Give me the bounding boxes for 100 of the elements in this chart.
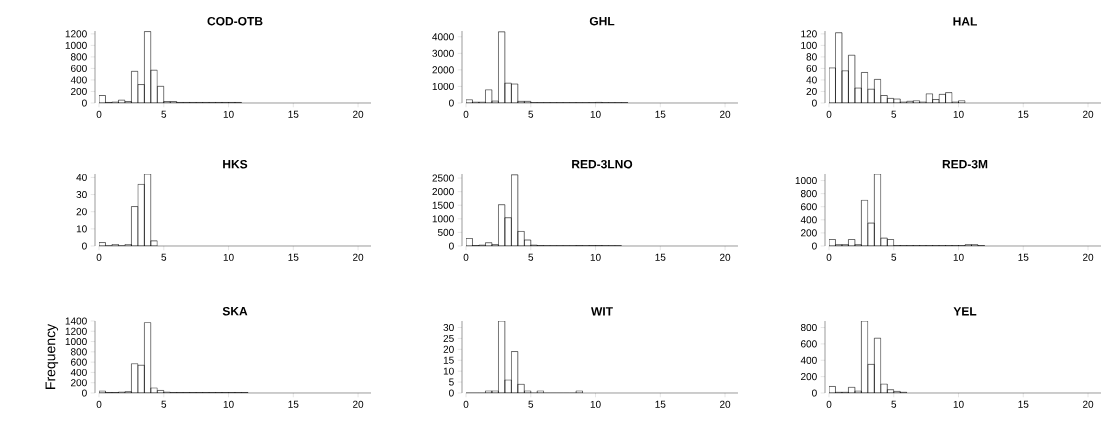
x-tick-label: 0 bbox=[463, 400, 469, 408]
y-tick-label: 80 bbox=[806, 53, 817, 61]
y-tick-label: 400 bbox=[70, 368, 87, 376]
y-tick-label: 1000 bbox=[432, 215, 454, 223]
y-tick-label: 800 bbox=[70, 53, 87, 61]
chart-title: GHL bbox=[589, 16, 615, 26]
y-tick-label: 1000 bbox=[65, 41, 87, 49]
chart-title: HKS bbox=[223, 159, 248, 169]
y-tick-label: 0 bbox=[812, 99, 817, 107]
y-tick-label: 800 bbox=[70, 348, 87, 356]
y-tick-label: 0 bbox=[449, 99, 454, 107]
y-tick-label: 60 bbox=[806, 64, 817, 72]
y-tick-label: 200 bbox=[71, 87, 87, 96]
x-tick-label: 0 bbox=[96, 110, 102, 118]
x-tick-label: 15 bbox=[1018, 400, 1029, 408]
x-tick-label: 0 bbox=[826, 110, 832, 118]
y-tick-label: 600 bbox=[71, 358, 87, 366]
y-tick-label: 30 bbox=[443, 324, 454, 332]
y-tick-label: 1500 bbox=[432, 201, 454, 209]
y-tick-label: 120 bbox=[801, 30, 817, 38]
x-tick-label: 0 bbox=[826, 253, 832, 261]
y-tick-label: 1200 bbox=[65, 327, 87, 335]
chart-title: WIT bbox=[591, 307, 613, 316]
y-tick-label: 0 bbox=[449, 242, 454, 250]
x-tick-label: 20 bbox=[1082, 400, 1094, 408]
x-tick-label: 20 bbox=[352, 253, 364, 261]
y-tick-label: 20 bbox=[76, 208, 87, 216]
x-tick-label: 20 bbox=[719, 253, 731, 261]
y-tick-label: 0 bbox=[812, 389, 817, 397]
x-tick-label: 15 bbox=[1018, 110, 1029, 118]
y-tick-label: 200 bbox=[801, 229, 817, 237]
x-tick-label: 15 bbox=[288, 253, 299, 261]
y-tick-label: 5 bbox=[449, 378, 454, 386]
x-tick-label: 0 bbox=[96, 253, 102, 261]
x-tick-label: 0 bbox=[96, 400, 102, 408]
y-tick-label: 1000 bbox=[795, 177, 817, 185]
y-tick-label: 1000 bbox=[65, 338, 87, 346]
y-tick-label: 0 bbox=[449, 389, 454, 397]
y-tick-label: 1000 bbox=[432, 82, 454, 90]
y-tick-label: 400 bbox=[70, 76, 87, 84]
y-tick-label: 800 bbox=[800, 324, 817, 332]
x-tick-label: 20 bbox=[1082, 110, 1094, 118]
x-tick-label: 10 bbox=[953, 110, 964, 118]
x-tick-label: 20 bbox=[352, 400, 364, 408]
x-tick-label: 5 bbox=[161, 400, 167, 408]
x-tick-label: 15 bbox=[655, 253, 666, 261]
chart-title: SKA bbox=[222, 306, 248, 316]
x-tick-label: 20 bbox=[1082, 253, 1094, 261]
x-tick-label: 10 bbox=[953, 253, 964, 261]
y-tick-label: 1400 bbox=[65, 317, 87, 325]
y-tick-label: 2000 bbox=[432, 66, 454, 74]
x-tick-label: 10 bbox=[590, 253, 601, 261]
x-tick-label: 10 bbox=[223, 400, 234, 408]
y-tick-label: 600 bbox=[801, 340, 817, 348]
x-tick-label: 0 bbox=[463, 253, 469, 261]
x-tick-label: 5 bbox=[891, 400, 897, 408]
x-tick-label: 10 bbox=[223, 253, 234, 261]
y-tick-label: 30 bbox=[76, 191, 87, 199]
x-tick-label: 10 bbox=[223, 110, 234, 118]
y-tick-label: 200 bbox=[71, 379, 87, 387]
x-tick-label: 10 bbox=[590, 400, 601, 408]
chart-title: RED-3LNO bbox=[572, 159, 633, 169]
y-tick-label: 2500 bbox=[432, 174, 454, 182]
y-tick-label: 10 bbox=[76, 225, 87, 233]
y-tick-label: 200 bbox=[801, 373, 817, 381]
y-tick-label: 0 bbox=[82, 242, 87, 250]
y-tick-label: 40 bbox=[76, 173, 87, 181]
y-axis-title: Frequency bbox=[45, 323, 59, 389]
x-tick-label: 15 bbox=[655, 110, 666, 118]
y-tick-label: 800 bbox=[800, 190, 817, 198]
x-tick-label: 10 bbox=[590, 110, 601, 118]
y-tick-label: 0 bbox=[82, 389, 87, 397]
y-tick-label: 20 bbox=[806, 87, 817, 96]
y-tick-label: 500 bbox=[437, 228, 454, 236]
chart-title: HAL bbox=[953, 17, 977, 26]
x-tick-label: 0 bbox=[826, 400, 832, 408]
y-tick-label: 600 bbox=[71, 64, 87, 72]
y-tick-label: 0 bbox=[82, 99, 87, 107]
y-tick-label: 15 bbox=[443, 356, 454, 364]
y-tick-label: 10 bbox=[443, 367, 454, 375]
y-tick-label: 3000 bbox=[432, 49, 454, 57]
x-tick-label: 5 bbox=[528, 400, 534, 408]
y-tick-label: 100 bbox=[801, 41, 817, 49]
y-tick-label: 600 bbox=[801, 203, 817, 211]
chart-title: COD-OTB bbox=[207, 16, 263, 26]
y-tick-label: 1200 bbox=[65, 30, 87, 38]
x-tick-label: 5 bbox=[528, 110, 534, 118]
x-tick-label: 20 bbox=[719, 110, 731, 118]
x-tick-label: 15 bbox=[288, 400, 299, 408]
y-tick-label: 0 bbox=[812, 242, 817, 250]
y-tick-label: 20 bbox=[443, 345, 454, 353]
y-tick-label: 40 bbox=[806, 76, 817, 84]
y-tick-label: 2000 bbox=[432, 188, 454, 196]
x-tick-label: 15 bbox=[288, 110, 299, 118]
x-tick-label: 5 bbox=[161, 253, 167, 261]
chart-title: RED-3M bbox=[942, 159, 988, 169]
x-tick-label: 20 bbox=[719, 400, 731, 408]
x-tick-label: 5 bbox=[528, 253, 534, 261]
x-tick-label: 15 bbox=[655, 400, 666, 408]
y-tick-label: 400 bbox=[800, 356, 817, 364]
